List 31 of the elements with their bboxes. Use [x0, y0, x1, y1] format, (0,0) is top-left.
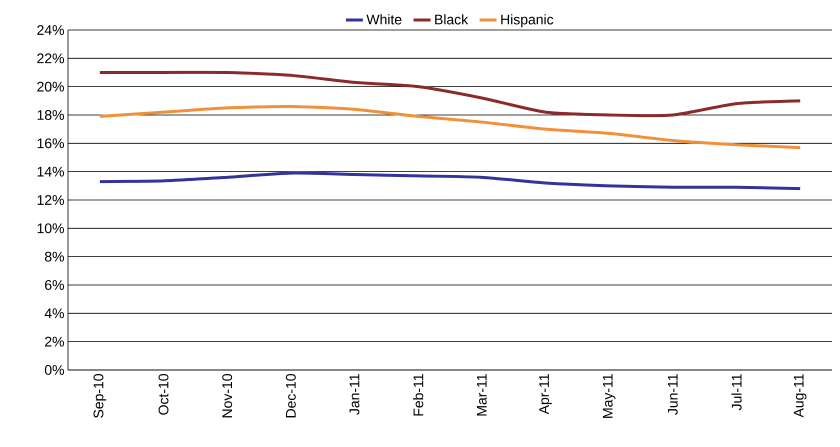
y-tick-label: 10% — [38, 223, 64, 234]
y-tick-label: 2% — [45, 336, 64, 347]
x-tick-label: Jun-11 — [668, 374, 678, 415]
legend-label: Hispanic — [501, 14, 554, 28]
x-tick-label: Dec-10 — [286, 374, 296, 418]
x-tick-label: Apr-11 — [539, 374, 552, 414]
y-tick-label: 4% — [44, 308, 64, 318]
legend-label: White — [366, 14, 402, 24]
line-series — [98, 70, 802, 118]
x-tick-label: Jul-11 — [731, 374, 742, 410]
y-tick-label: 24% — [37, 25, 64, 35]
legend-label: Black — [435, 14, 468, 24]
y-tick-label: 12% — [38, 195, 64, 205]
y-tick-label: 14% — [38, 166, 64, 177]
y-tick-label: 18% — [38, 110, 64, 120]
line-series — [98, 104, 802, 150]
y-tick-label: 0% — [44, 365, 64, 375]
y-tick-label: 20% — [37, 82, 64, 92]
line-series — [98, 172, 802, 190]
y-tick-label: 16% — [38, 138, 64, 148]
x-tick-label: Sep-10 — [94, 374, 106, 418]
x-tick-label: May-11 — [602, 374, 616, 418]
y-tick-label: 22% — [37, 53, 64, 64]
x-tick-label: Aug-11 — [794, 374, 806, 418]
y-tick-label: 6% — [45, 280, 64, 290]
x-tick-label: Jan-11 — [350, 374, 360, 415]
x-tick-label: Oct-10 — [158, 374, 168, 415]
y-tick-label: 8% — [44, 252, 64, 262]
x-tick-label: Nov-10 — [222, 374, 232, 418]
x-tick-label: Feb-11 — [413, 374, 424, 416]
x-tick-label: Mar-11 — [476, 374, 487, 416]
